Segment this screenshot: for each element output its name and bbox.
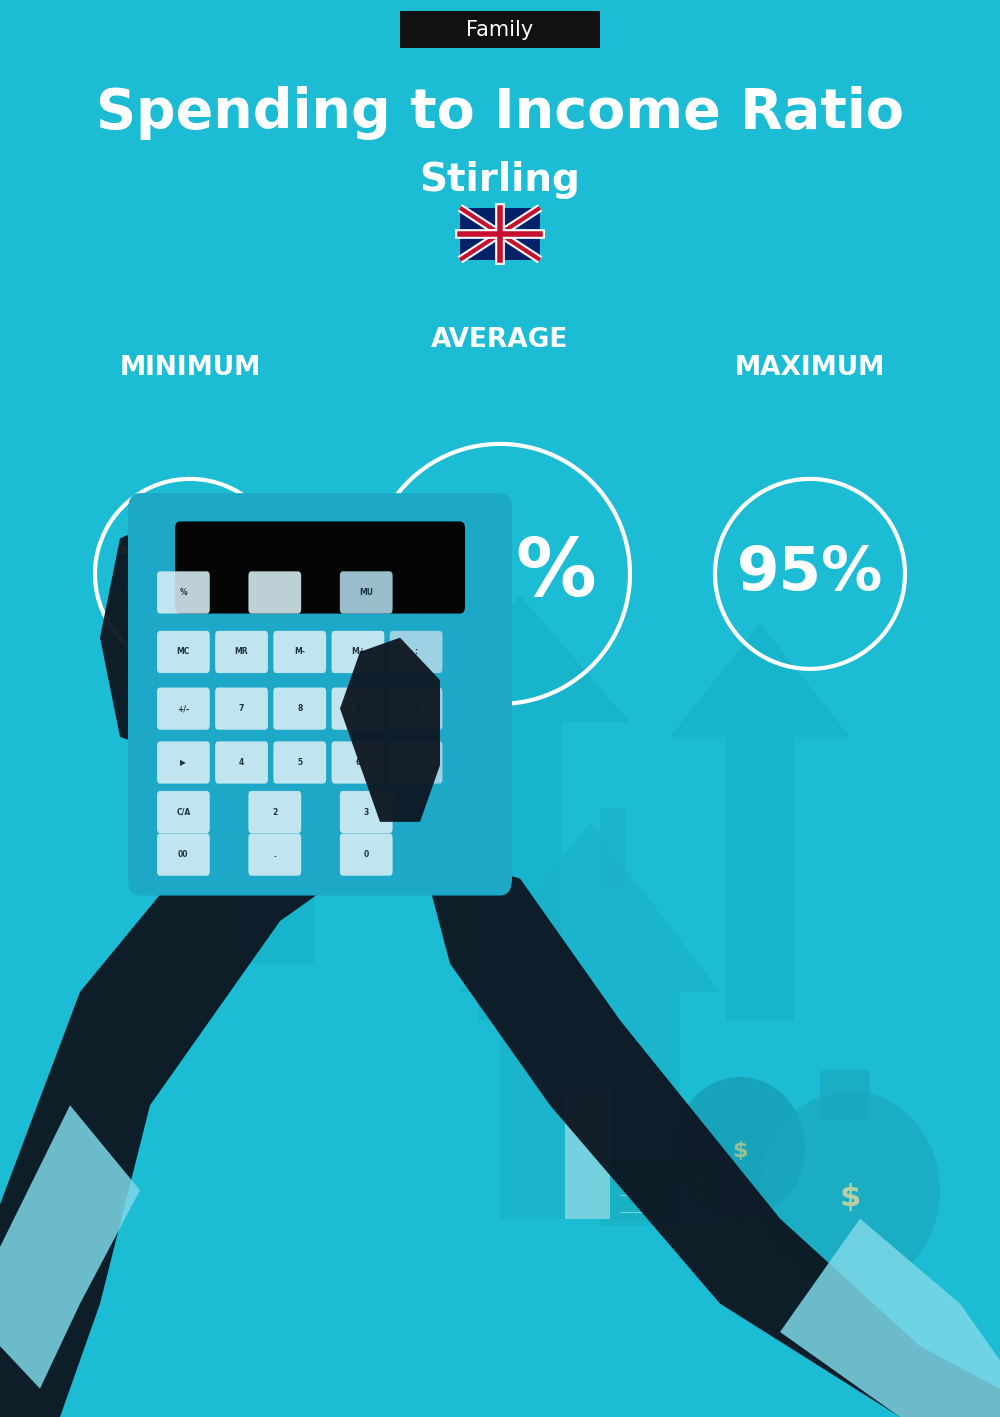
Text: M-: M- bbox=[294, 648, 305, 656]
Text: $: $ bbox=[839, 1183, 861, 1212]
Text: 85%: 85% bbox=[404, 534, 596, 614]
FancyBboxPatch shape bbox=[273, 687, 326, 730]
Ellipse shape bbox=[760, 1091, 940, 1289]
Text: 7: 7 bbox=[239, 704, 244, 713]
Text: :: : bbox=[415, 648, 418, 656]
FancyBboxPatch shape bbox=[215, 687, 268, 730]
Text: 3: 3 bbox=[364, 808, 369, 816]
Text: 95%: 95% bbox=[737, 544, 883, 604]
Polygon shape bbox=[460, 822, 720, 992]
FancyBboxPatch shape bbox=[157, 791, 210, 833]
FancyBboxPatch shape bbox=[340, 833, 393, 876]
FancyBboxPatch shape bbox=[390, 631, 442, 673]
FancyBboxPatch shape bbox=[128, 493, 512, 896]
Text: %: % bbox=[180, 588, 187, 597]
FancyBboxPatch shape bbox=[340, 571, 393, 614]
Polygon shape bbox=[670, 623, 850, 1020]
Polygon shape bbox=[780, 1219, 1000, 1417]
FancyBboxPatch shape bbox=[248, 791, 301, 833]
FancyBboxPatch shape bbox=[390, 687, 442, 730]
Text: MU: MU bbox=[359, 588, 373, 597]
FancyBboxPatch shape bbox=[157, 833, 210, 876]
Text: 00: 00 bbox=[178, 850, 189, 859]
Text: C/A: C/A bbox=[176, 808, 190, 816]
Text: MC: MC bbox=[177, 648, 190, 656]
Polygon shape bbox=[0, 1105, 140, 1389]
Polygon shape bbox=[420, 850, 1000, 1417]
FancyBboxPatch shape bbox=[215, 741, 268, 784]
Ellipse shape bbox=[675, 1077, 805, 1219]
Text: Stirling: Stirling bbox=[420, 162, 580, 198]
Text: AVERAGE: AVERAGE bbox=[431, 327, 569, 353]
Polygon shape bbox=[100, 510, 230, 765]
Polygon shape bbox=[0, 751, 420, 1417]
FancyBboxPatch shape bbox=[390, 741, 442, 784]
FancyBboxPatch shape bbox=[600, 808, 625, 893]
FancyBboxPatch shape bbox=[157, 687, 210, 730]
Text: 9: 9 bbox=[355, 704, 361, 713]
FancyBboxPatch shape bbox=[400, 11, 600, 48]
FancyBboxPatch shape bbox=[600, 1162, 720, 1226]
Polygon shape bbox=[500, 992, 680, 1219]
Text: -: - bbox=[415, 758, 418, 767]
FancyBboxPatch shape bbox=[340, 791, 393, 833]
Text: 2: 2 bbox=[272, 808, 277, 816]
FancyBboxPatch shape bbox=[157, 571, 210, 614]
Text: Family: Family bbox=[466, 20, 534, 40]
Text: MR: MR bbox=[235, 648, 248, 656]
Text: 5: 5 bbox=[297, 758, 302, 767]
FancyBboxPatch shape bbox=[332, 631, 384, 673]
Polygon shape bbox=[410, 595, 630, 1020]
Text: $: $ bbox=[732, 1141, 748, 1161]
Text: 76%: 76% bbox=[117, 544, 263, 604]
Text: 0: 0 bbox=[364, 850, 369, 859]
FancyBboxPatch shape bbox=[273, 741, 326, 784]
FancyBboxPatch shape bbox=[460, 208, 540, 259]
FancyBboxPatch shape bbox=[273, 631, 326, 673]
Text: .: . bbox=[273, 850, 276, 859]
Polygon shape bbox=[340, 638, 440, 822]
FancyBboxPatch shape bbox=[565, 1091, 610, 1219]
FancyBboxPatch shape bbox=[215, 631, 268, 673]
Text: 4: 4 bbox=[239, 758, 244, 767]
FancyBboxPatch shape bbox=[157, 741, 210, 784]
FancyBboxPatch shape bbox=[248, 833, 301, 876]
Text: M+: M+ bbox=[351, 648, 365, 656]
FancyBboxPatch shape bbox=[157, 631, 210, 673]
Text: Spending to Income Ratio: Spending to Income Ratio bbox=[96, 86, 904, 140]
FancyBboxPatch shape bbox=[248, 571, 301, 614]
Text: x: x bbox=[414, 704, 419, 713]
FancyBboxPatch shape bbox=[332, 741, 384, 784]
Text: 8: 8 bbox=[297, 704, 302, 713]
FancyBboxPatch shape bbox=[820, 1070, 870, 1119]
FancyBboxPatch shape bbox=[175, 521, 465, 614]
FancyBboxPatch shape bbox=[332, 687, 384, 730]
Text: 6: 6 bbox=[355, 758, 361, 767]
Polygon shape bbox=[190, 652, 370, 964]
Text: MAXIMUM: MAXIMUM bbox=[735, 356, 885, 381]
Text: MINIMUM: MINIMUM bbox=[119, 356, 261, 381]
Text: +/-: +/- bbox=[177, 704, 189, 713]
Text: ▶: ▶ bbox=[180, 758, 186, 767]
